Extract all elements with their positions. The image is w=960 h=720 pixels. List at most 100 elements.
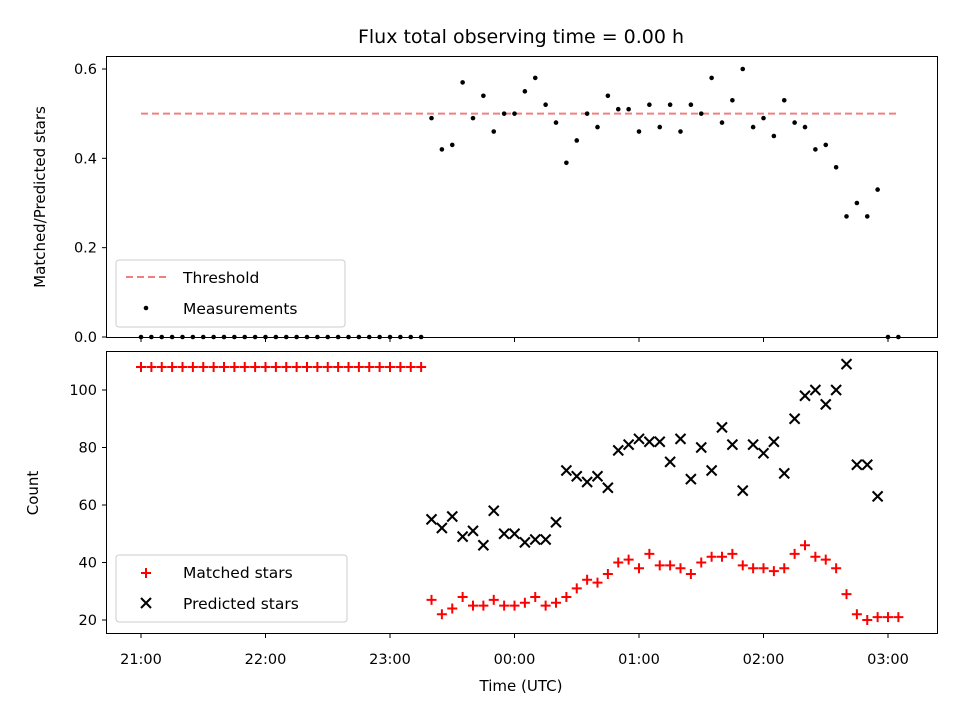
measurement-point [823,142,829,148]
matched-star-point [519,597,530,608]
predicted-star-point [602,482,614,494]
predicted-star-point [529,533,541,546]
measurement-point [491,129,497,134]
predicted-star-point [768,436,780,448]
legend-matched-swatch [141,568,151,578]
predicted-star-point [830,384,842,396]
matched-star-point [748,563,759,574]
matched-star-point [457,592,468,602]
measurement-point [709,75,714,81]
bottom-legend: Matched stars Predicted stars [115,554,348,623]
legend-matched-label: Matched stars [183,564,293,582]
measurement-point [875,187,880,192]
matched-star-point [302,362,312,372]
matched-star-point [758,563,769,574]
predicted-star-point [622,438,635,451]
predicted-star-point [778,467,790,480]
matched-star-point [582,574,593,585]
bottom-x-tick-label: 01:00 [618,652,660,668]
measurement-point [750,124,756,130]
measurement-point [864,214,870,219]
bottom-x-tick-label: 21:00 [120,652,162,668]
matched-star-point [436,609,447,620]
bottom-y-axis-label: Count [24,471,42,516]
measurement-point [532,75,538,81]
measurement-point [698,111,704,116]
measurement-point [574,138,580,143]
matched-star-point [374,362,385,372]
measurement-point [657,124,663,130]
matched-star-point [136,362,146,372]
measurement-point [636,129,642,134]
matched-star-point [333,362,344,372]
measurement-point [522,89,528,94]
measurement-point [564,160,569,166]
matched-star-point [613,557,624,568]
matched-star-point [322,362,333,372]
predicted-star-point [467,525,479,537]
matched-star-point [260,362,271,372]
predicted-star-point [757,447,770,459]
predicted-star-point [477,539,490,551]
matched-star-point [820,554,831,565]
predicted-star-point [840,358,853,370]
legend-matched-marker [141,568,151,578]
predicted-star-point [456,530,469,543]
measurement-point [719,120,725,125]
predicted-star-point [664,456,676,468]
measurement-point [730,97,735,103]
top-legend: Threshold Measurements [115,259,346,328]
matched-star-point [800,540,810,551]
measurement-point [813,147,818,152]
bottom-x-tick-label: 22:00 [245,652,287,668]
bottom-y-tick-label: 40 [79,556,97,572]
matched-star-point [343,362,354,372]
chart-title: Flux total observing time = 0.00 h [358,26,684,48]
matched-star-point [893,612,904,623]
matched-star-point [499,600,510,611]
predicted-star-point [633,433,645,445]
bottom-x-tick-label: 00:00 [494,652,536,668]
bottom-y-tick-label: 60 [79,498,97,514]
bottom-axes-frame [106,351,938,634]
predicted-star-point [861,459,873,471]
predicted-star-point [705,464,718,477]
legend-predicted-swatch [140,597,152,609]
predicted-star-point [488,505,500,517]
measurement-point [543,102,548,108]
matched-star-point [291,362,302,372]
matched-star-point [644,548,655,559]
measurement-point [449,142,455,148]
measurement-point [605,93,611,99]
measurement-point [854,200,860,206]
bottom-plot-area [136,358,904,625]
top-y-tick-label: 0.2 [74,241,97,257]
predicted-star-point [508,528,521,540]
legend-predicted-label: Predicted stars [183,595,299,613]
bottom-y-tick-label: 100 [69,383,97,399]
predicted-star-point [571,470,583,482]
top-x-ticks [140,337,889,342]
measurement-point [626,106,631,112]
measurement-point [595,124,600,130]
predicted-star-point [716,421,728,434]
predicted-star-point [654,436,666,448]
matched-star-point [270,362,281,372]
top-y-tick-label: 0.6 [74,62,97,78]
matched-star-point [831,563,842,574]
matched-star-point [187,362,198,372]
bottom-x-ticks: 21:00 22:00 23:00 00:00 01:00 02:00 03:00 [120,633,909,668]
predicted-star-point [737,484,749,497]
matched-star-point [229,362,240,372]
measurement-point [470,115,476,121]
predicted-star-point [799,390,811,402]
bottom-x-tick-label: 23:00 [369,652,411,668]
matched-star-point [561,592,572,602]
matched-star-point [665,560,676,571]
predicted-star-point [436,522,448,534]
predicted-star-point [643,436,656,448]
matched-star-point [146,362,157,372]
measurement-point [460,80,465,85]
predicted-star-point [788,413,801,425]
